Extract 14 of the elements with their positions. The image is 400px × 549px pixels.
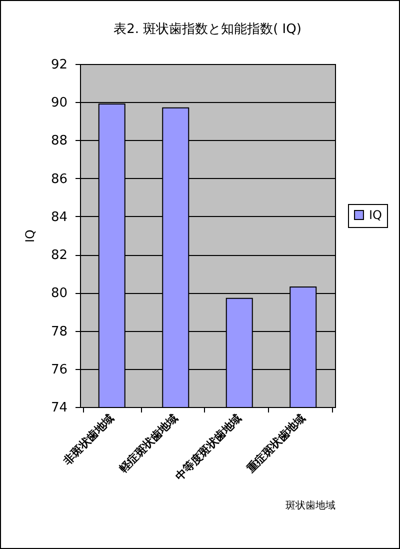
y-tick-label: 86 <box>50 172 68 187</box>
y-tick-label: 82 <box>50 248 68 264</box>
y-tick-label: 78 <box>50 324 68 340</box>
y-tick-label: 88 <box>50 134 68 149</box>
x-tick-label: 重症斑状歯地域 <box>244 412 308 476</box>
y-tick-label: 80 <box>50 286 68 302</box>
y-tick-label: 76 <box>50 362 68 378</box>
x-axis-title: 斑状歯地域 <box>286 499 336 512</box>
y-axis-title: IQ <box>22 230 37 242</box>
y-tick-label: 92 <box>50 58 68 72</box>
legend-label: IQ <box>369 208 382 222</box>
chart-title: 表2. 斑状歯指数と知能指数( IQ) <box>114 22 302 37</box>
y-tick-label: 90 <box>50 96 68 111</box>
y-tick-label: 84 <box>50 210 68 225</box>
